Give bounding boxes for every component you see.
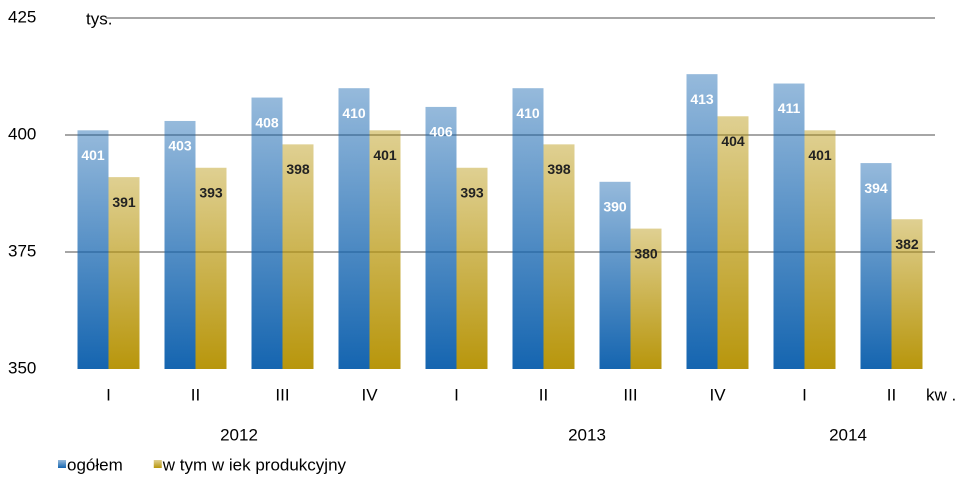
bar: [543, 144, 575, 369]
bar: [164, 120, 196, 370]
bar: [773, 83, 805, 370]
bar: [456, 167, 488, 369]
x-tick-label: II: [191, 385, 200, 404]
legend-swatch: [153, 460, 162, 468]
x-tick-label: II: [539, 385, 548, 404]
bar: [369, 130, 401, 369]
bar: [512, 88, 544, 369]
bar: [425, 106, 457, 370]
x-tick-label: IV: [709, 385, 726, 404]
value-label: 390: [603, 199, 627, 215]
value-label: 393: [460, 184, 484, 200]
bar: [599, 181, 631, 369]
value-label: 406: [429, 124, 453, 140]
year-label: 2012: [220, 425, 258, 444]
bar: [251, 97, 283, 369]
bar: [717, 116, 749, 369]
value-label: 391: [112, 194, 136, 210]
year-label: 2013: [568, 425, 606, 444]
value-label: 380: [634, 245, 658, 261]
bar: [108, 177, 140, 369]
value-label: 410: [516, 105, 540, 121]
bar: [338, 88, 370, 369]
value-label: 398: [547, 161, 571, 177]
x-tick-label: I: [106, 385, 111, 404]
y-unit-label: tys.: [86, 9, 112, 28]
value-label: 404: [721, 133, 745, 149]
x-tick-label: II: [887, 385, 896, 404]
x-tick-label: IV: [361, 385, 378, 404]
value-label: 410: [342, 105, 366, 121]
legend-swatch: [58, 460, 66, 468]
bar: [686, 74, 718, 369]
value-label: 413: [690, 91, 714, 107]
value-label: 411: [778, 100, 801, 116]
x-tick-label: III: [623, 385, 637, 404]
x-tick-label: I: [802, 385, 807, 404]
bar: [630, 228, 662, 369]
value-label: 398: [286, 161, 310, 177]
year-label: 2014: [829, 425, 867, 444]
value-label: 401: [81, 147, 105, 163]
bar: [804, 130, 836, 369]
value-label: 394: [864, 180, 888, 196]
value-label: 401: [373, 147, 397, 163]
x-unit-label: kw .: [926, 385, 956, 404]
y-tick-label: 400: [8, 124, 36, 143]
y-tick-label: 425: [8, 7, 36, 26]
value-label: 382: [895, 236, 919, 252]
bar: [195, 167, 227, 369]
bar: [860, 163, 892, 369]
y-tick-label: 350: [8, 358, 36, 377]
y-tick-label: 375: [8, 241, 36, 260]
bar: [282, 144, 314, 369]
bar: [891, 219, 923, 369]
value-label: 401: [808, 147, 832, 163]
legend-label: w tym w iek produkcyjny: [162, 455, 347, 474]
x-tick-label: I: [454, 385, 459, 404]
bar: [77, 130, 109, 369]
value-label: 403: [168, 138, 192, 154]
value-label: 408: [255, 114, 279, 130]
legend-label: ogółem: [67, 455, 123, 474]
value-label: 393: [199, 184, 223, 200]
x-tick-label: III: [275, 385, 289, 404]
